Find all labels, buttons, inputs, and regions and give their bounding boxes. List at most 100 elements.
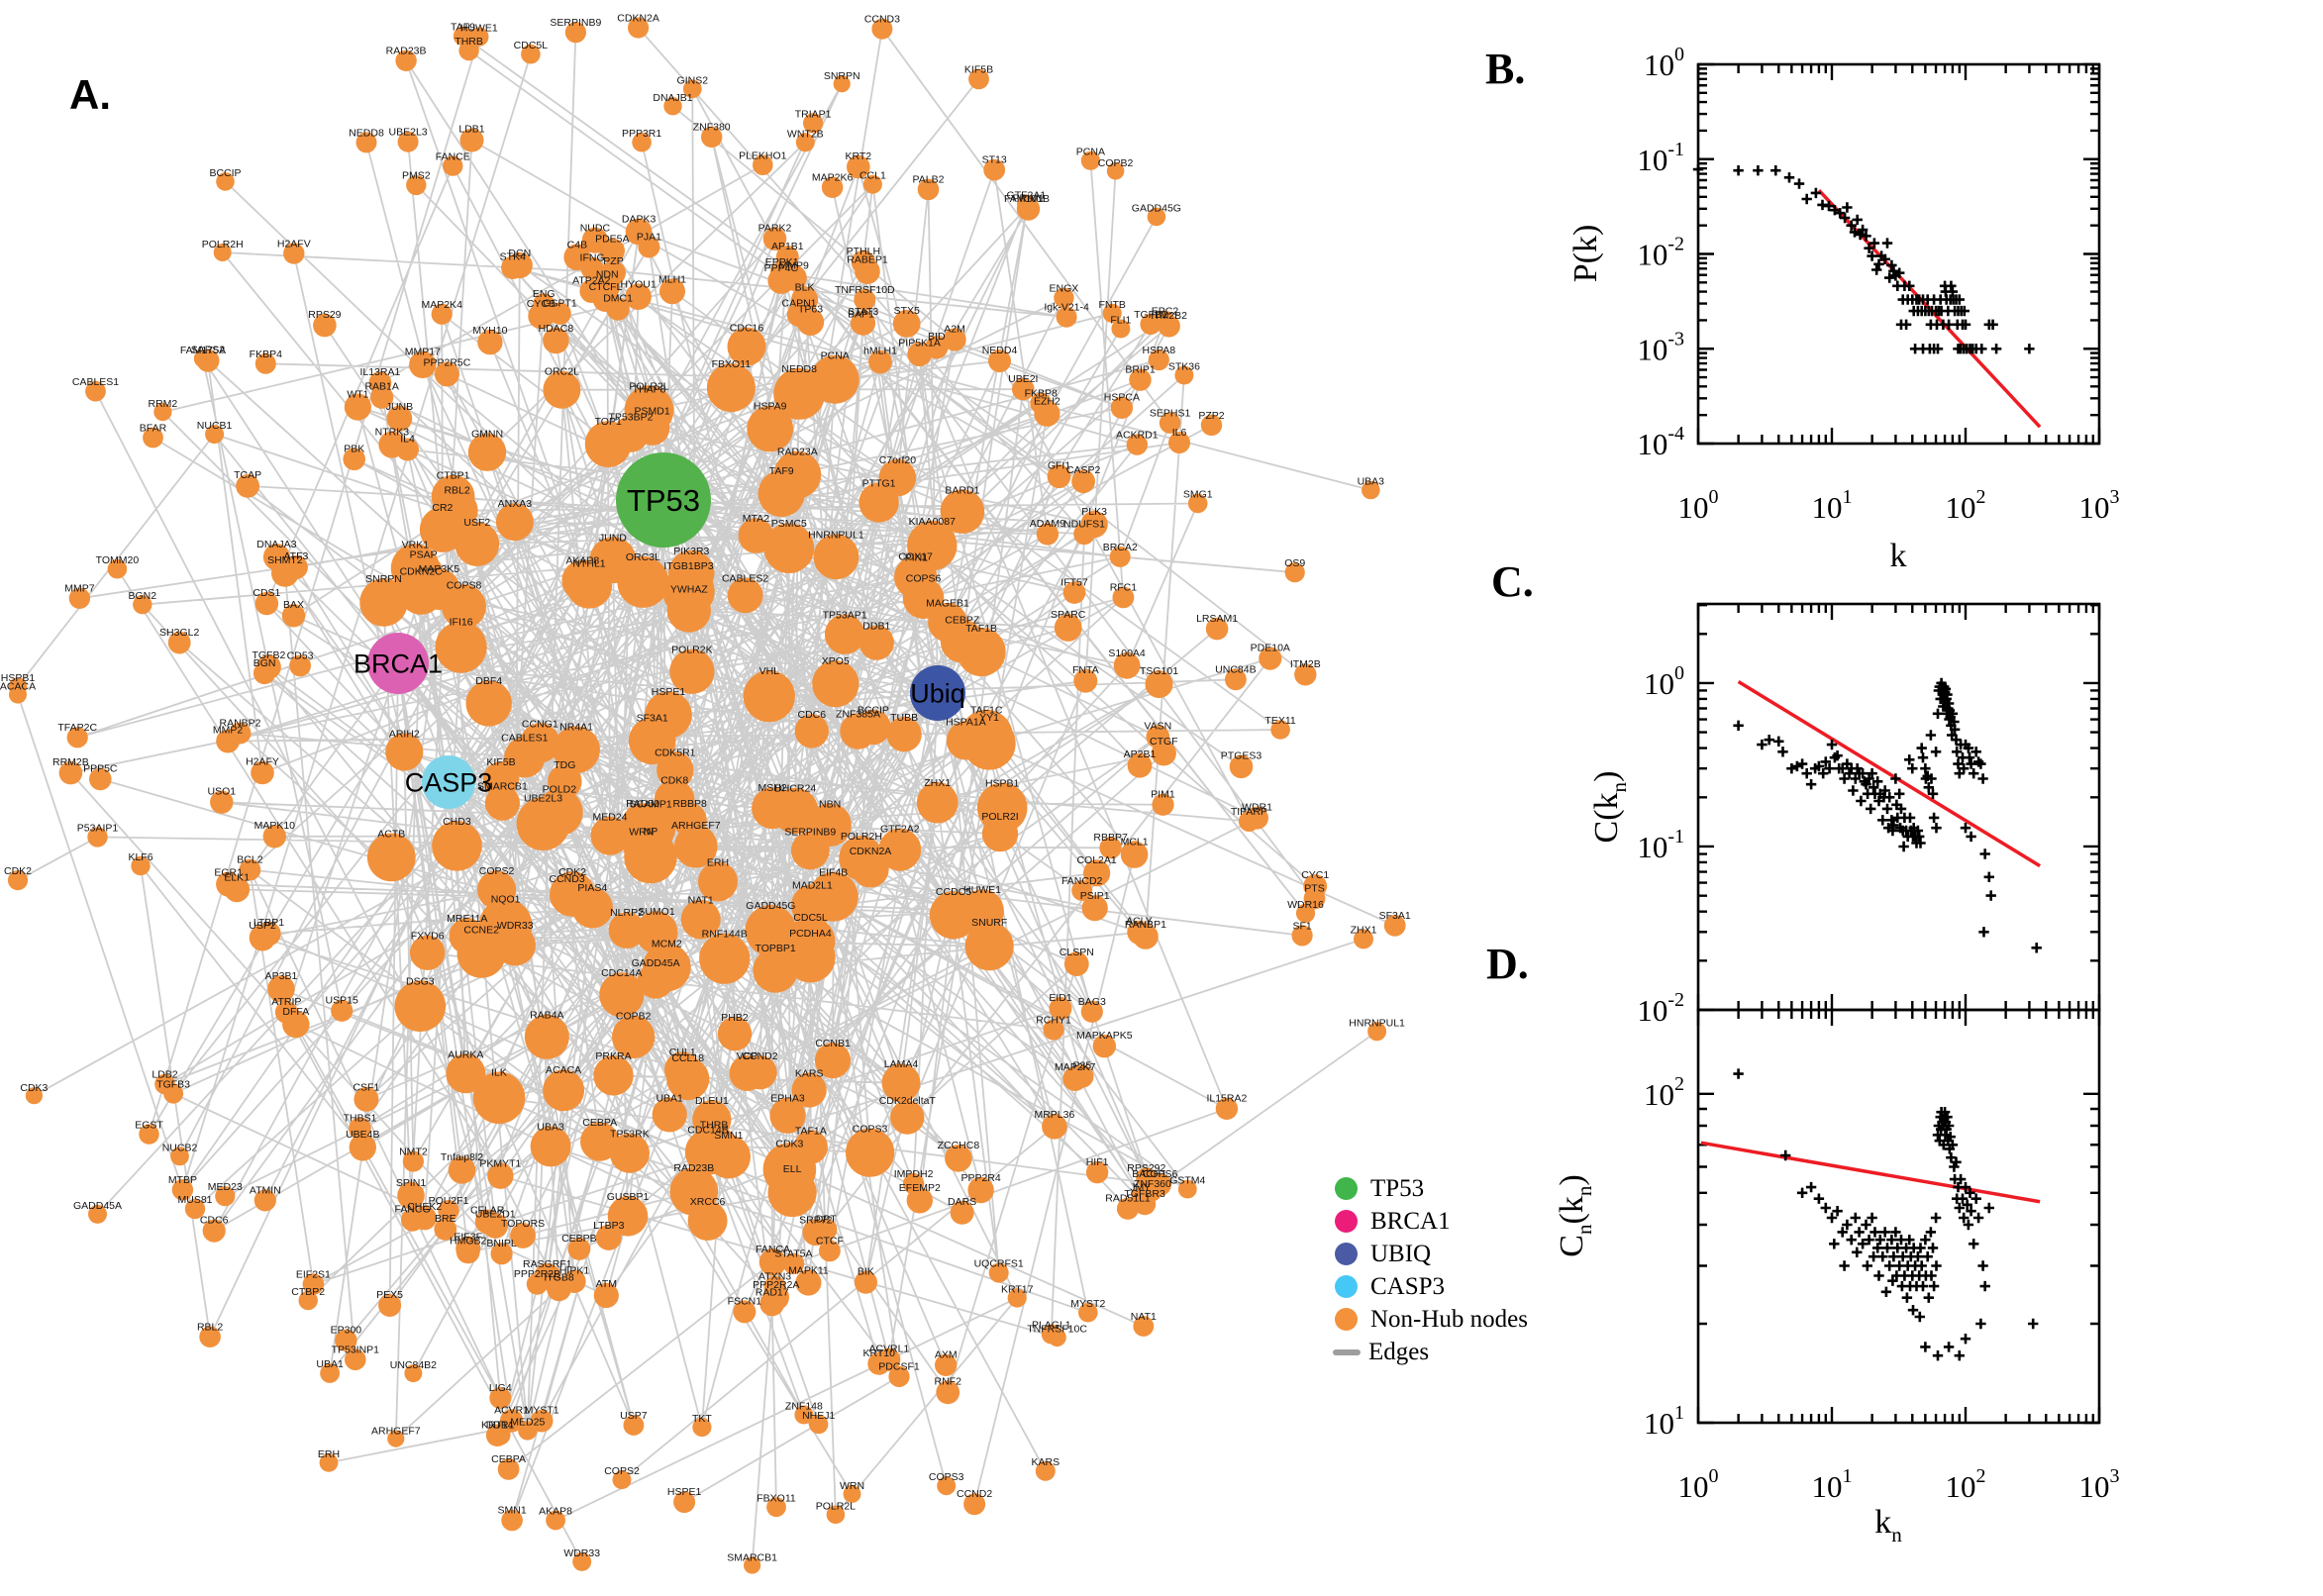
node-label: FANCE (436, 150, 470, 162)
node-label: IFT57 (1060, 576, 1088, 588)
node-label: ACACA (546, 1064, 581, 1076)
node-label: PPP2R2B (514, 1268, 560, 1280)
node-label: CCL1 (859, 170, 886, 182)
network-node (1111, 319, 1131, 339)
network-node (520, 723, 560, 763)
node-label: PTHLH (847, 246, 880, 257)
network-node (745, 905, 797, 956)
network-node (66, 727, 88, 748)
node-label: CEBPZ (945, 615, 980, 627)
node-label: PZP2 (1198, 410, 1224, 422)
node-label: TAF1B (965, 623, 997, 635)
node-label: HIF1 (1086, 1156, 1109, 1168)
network-node (666, 1057, 710, 1101)
network-node (449, 918, 486, 954)
network-node (267, 975, 295, 1003)
network-node (7, 870, 29, 891)
network-node (628, 17, 650, 39)
node-label: CDKN2A (617, 12, 659, 24)
node-label: PIK3R3 (673, 546, 709, 557)
network-node (446, 1053, 486, 1094)
node-label: BGN (253, 657, 276, 669)
node-label: EID1 (1049, 992, 1072, 1004)
plot-box (1696, 1008, 2101, 1425)
node-label: COPS3 (853, 1124, 888, 1136)
node-label: PALB2 (913, 174, 945, 186)
network-node (692, 1417, 712, 1438)
network-node (131, 855, 151, 876)
node-label: UBE2L3 (389, 127, 428, 139)
network-node (758, 1247, 787, 1276)
node-label: ZCCHC8 (938, 1140, 980, 1151)
node-label: MAPK10 (254, 820, 296, 832)
node-label: RAD17 (756, 1287, 789, 1299)
network-node (455, 1236, 481, 1261)
node-label: MUS81 (177, 1194, 212, 1206)
node-label: CTCFL (589, 281, 623, 293)
node-label: PZP (603, 255, 623, 267)
network-node (609, 1133, 651, 1173)
network-node (282, 1010, 310, 1039)
node-label: PIAS4 (577, 882, 607, 894)
node-label: TCAP (234, 469, 261, 481)
network-node (256, 921, 281, 947)
legend-item-tp53: TP53 (1335, 1172, 1528, 1205)
network-node (738, 518, 774, 553)
node-label: KIF5B (486, 756, 515, 768)
node-label: BAP1 (848, 308, 874, 320)
node-label: HNRNPUL1 (808, 529, 864, 541)
network-node (662, 565, 715, 618)
node-label: CTGF (1150, 736, 1178, 748)
node-label: GADD45A (73, 1200, 122, 1212)
node-label: PPP3R1 (622, 128, 661, 140)
network-node (1030, 392, 1053, 415)
node-label: RNF144B (702, 929, 748, 941)
node-label: BCL2 (237, 854, 262, 866)
node-label: RBL2 (197, 1321, 223, 1333)
node-label: GUSBP1 (607, 1191, 650, 1203)
y-tick-label: 10-3 (1637, 328, 1684, 366)
node-label: HUWE1 (963, 884, 1001, 896)
network-node (302, 1273, 325, 1295)
node-label: AXM (935, 1349, 958, 1361)
node-label: NDUFS1 (1063, 519, 1105, 531)
network-node (495, 503, 534, 542)
node-label: KRT17 (1001, 1283, 1034, 1295)
network-node (210, 790, 234, 814)
network-panel: TP53 BRCA1 Ubiq CASP3 CDC6 COPS6 COPS2 SNRPN BCC… (0, 12, 1411, 1574)
network-node (843, 1484, 861, 1503)
network-node (628, 717, 676, 765)
network-node (744, 1556, 761, 1574)
node-label: LAMA4 (884, 1058, 919, 1070)
network-node (394, 980, 447, 1032)
chart-panel-c: 100 10-1 10-2 C(kn) (1588, 602, 2101, 1028)
network-node (607, 1196, 649, 1237)
node-label: CDS1 (252, 587, 280, 599)
network-node (469, 27, 489, 47)
node-label: COPB2 (1098, 157, 1134, 169)
node-label: HSPA1A (946, 716, 986, 728)
node-label: RASGRF1 (523, 1258, 572, 1270)
node-label: EPPK1 (765, 256, 799, 268)
node-label: MYST2 (1070, 1298, 1105, 1310)
network-node (809, 1414, 829, 1435)
node-label: COPS3 (929, 1471, 964, 1483)
node-label: GFI1 (1048, 459, 1070, 471)
node-label: STK4 (500, 251, 526, 263)
network-node (1085, 1160, 1109, 1184)
node-label: NUCB1 (197, 420, 233, 432)
network-node (753, 154, 773, 175)
network-node (458, 40, 479, 61)
node-label: NP (644, 826, 658, 838)
network-node (1129, 368, 1152, 391)
node-label: S100A4 (1108, 648, 1146, 659)
network-node (474, 1209, 500, 1235)
node-label: CABLES1 (72, 376, 119, 388)
network-node (1200, 414, 1223, 437)
network-node (854, 288, 876, 311)
network-node (354, 1086, 379, 1112)
network-node (202, 1219, 226, 1243)
node-label: P53AIP1 (77, 822, 119, 834)
network-node (236, 474, 259, 498)
network-node (601, 260, 626, 285)
